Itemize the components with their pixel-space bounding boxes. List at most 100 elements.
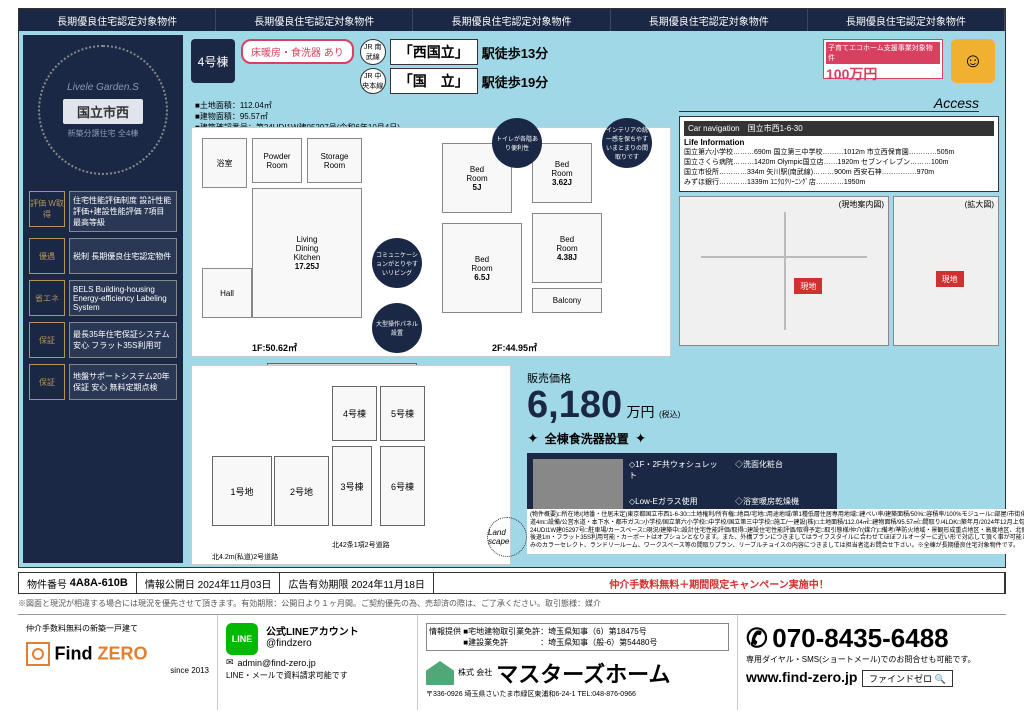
car-nav-title: Car navigation 国立市西1-6-30 <box>684 121 994 136</box>
walk-time: 駅徒歩19分 <box>482 72 548 91</box>
badge-category: 優遇 <box>29 238 65 274</box>
life-info-title: Life Information <box>684 138 994 147</box>
eco-subsidy-badge: 子育てエコホーム支援事業対象物件 100万円 <box>823 39 943 79</box>
badge-category: 保証 <box>29 322 65 358</box>
cert-item: 長期優良住宅認定対象物件 <box>413 9 610 31</box>
lot: 1号地 <box>212 456 272 526</box>
road-label-2: 北42条1項2号道路 <box>332 540 390 550</box>
expiry-date: 2024年11月18日 <box>351 576 425 591</box>
station-access: JR 南武線「西国立」駅徒歩13分 JR 中央本線「国 立」駅徒歩19分 <box>360 39 548 94</box>
floorplan-room: 浴室 <box>202 138 247 188</box>
floor-1-label: 1F:50.62㎡ <box>252 341 297 354</box>
floorplan-room: BedRoom4.38J <box>532 213 602 283</box>
line-column: LINE 公式LINEアカウント @findzero ✉ admin@find-… <box>218 615 418 710</box>
callout-bubble: インテリアの統一感を保ちやすいまとまりの間取りです <box>602 118 652 168</box>
life-info-line: 国立第六小学校………690m 国立第三中学校………1012m 市立西保育園………… <box>684 147 994 157</box>
life-info-line: 国立市役所…………334m 矢川駅(南武線)………900m 西安石神……………9… <box>684 167 994 177</box>
area-map: (現地案内図) 現地 <box>679 196 889 346</box>
badge-detail: 住宅性能評価制度 設計性能評価+建設性能評価 7項目 最高等級 <box>69 191 177 232</box>
feature-band: ✦ 全棟食洗器設置 ✦ <box>527 430 837 447</box>
floorplan-room: BedRoom3.62J <box>532 143 592 203</box>
life-information-box: Car navigation 国立市西1-6-30 Life Informati… <box>679 116 999 192</box>
page: 長期優良住宅認定対象物件長期優良住宅認定対象物件長期優良住宅認定対象物件長期優良… <box>0 0 1024 724</box>
location-name: 国立市西 <box>63 99 143 124</box>
price-area: 販売価格 6,180 万円 (税込) ✦ 全棟食洗器設置 ✦ ◇1F・2F共ウォ… <box>527 370 837 525</box>
publish-date: 2024年11月03日 <box>198 576 272 591</box>
badge-detail: BELS Building-housing Energy-efficiency … <box>69 280 177 316</box>
disclaimer-text: ※図面と現況が相違する場合には現況を優先させて頂きます。有効期限：公開日より１ヶ… <box>18 598 601 609</box>
company-column: 情報提供 ■宅地建物取引業免許：埼玉県知事（6）第18475号 情報提供 ■建設… <box>418 615 738 710</box>
unit-number-badge: 4号棟 <box>191 39 235 83</box>
equipment-item: ◇1F・2F共ウォシュレット <box>629 459 725 494</box>
lot: 4号棟 <box>332 386 377 441</box>
badge-row: 優遇税制 長期優良住宅認定物件 <box>29 238 177 274</box>
findzero-column: 仲介手数料無料の新築一戸建て Find ZERO since 2013 <box>18 615 218 710</box>
property-id-cell: 物件番号 4A8A-610B <box>19 573 137 593</box>
life-info-line: 国立さくら病院………1420m Olympic国立店……1920m セブンイレブ… <box>684 157 994 167</box>
lot: 2号地 <box>274 456 329 526</box>
findzero-since: since 2013 <box>26 666 209 675</box>
email-icon: ✉ <box>226 657 234 668</box>
badge-detail: 税制 長期優良住宅認定物件 <box>69 238 177 274</box>
floorplan-room: StorageRoom <box>307 138 362 183</box>
landscape-badge: Land scape <box>487 517 527 557</box>
price-value: 6,180 <box>527 384 622 426</box>
badge-category: 評価 W取得 <box>29 191 65 227</box>
floorplan-room: LivingDiningKitchen17.25J <box>252 188 362 318</box>
fine-print: (物件概要)□所在地/(地番・住居未定)東京都国立市西1-6-30□土地権利/所… <box>527 509 1024 554</box>
certification-strip: 長期優良住宅認定対象物件長期優良住宅認定対象物件長期優良住宅認定対象物件長期優良… <box>19 9 1005 31</box>
publish-date-cell: 情報公開日 2024年11月03日 <box>137 573 281 593</box>
badge-category: 保証 <box>29 364 65 400</box>
map-marker: 現地 <box>794 278 822 294</box>
access-panel: Access Car navigation 国立市西1-6-30 Life In… <box>679 95 999 346</box>
eco-title: 子育てエコホーム支援事業対象物件 <box>826 42 940 64</box>
feature-pill: 床暖房・食洗器 あり <box>241 39 354 64</box>
smile-icon: ☺ <box>951 39 995 83</box>
phone-number[interactable]: 070-8435-6488 <box>772 623 948 653</box>
campaign-notice: 仲介手数料無料＋期間限定キャンペーン実施中！ <box>434 573 1005 593</box>
walk-time: 駅徒歩13分 <box>482 43 548 62</box>
callout-bubble: トイレが各階あり便利性 <box>492 118 542 168</box>
badge-row: 評価 W取得住宅性能評価制度 設計性能評価+建設性能評価 7項目 最高等級 <box>29 191 177 232</box>
line-title: 公式LINEアカウント <box>266 623 359 638</box>
star-icon: ✦ <box>527 430 539 447</box>
phone-icon: ✆ <box>746 623 768 653</box>
findzero-tagline: 仲介手数料無料の新築一戸建て <box>26 623 209 634</box>
callout-bubble: コミュニケーションがとりやすいリビング <box>372 238 422 288</box>
website-url[interactable]: www.find-zero.jp <box>746 669 857 685</box>
price-tax: (税込) <box>659 410 680 419</box>
feature-text: 全棟食洗器設置 <box>545 430 629 447</box>
life-info-line: みずほ銀行…………1339m ﾕﾆｸﾛｸﾘｰﾆﾝｸﾞ店…………1950m <box>684 177 994 187</box>
phone-column: ✆ 070-8435-6488 専用ダイヤル・SMS(ショートメール)でのお問合… <box>738 615 1006 710</box>
findzero-logo-icon <box>26 642 50 666</box>
road-label-1: 北4.2m(私道)2号道路 <box>212 552 278 562</box>
floorplan-room: Balcony <box>532 288 602 313</box>
floorplan-room: BedRoom6.5J <box>442 223 522 313</box>
badge-row: 省エネBELS Building-housing Energy-efficien… <box>29 280 177 316</box>
company-prefix: 株式 会社 <box>458 669 492 677</box>
phone-note: 専用ダイヤル・SMS(ショートメール)でのお問合せも可能です。 <box>746 654 998 665</box>
station-name: 「国 立」 <box>390 68 478 94</box>
floor-plans: 1F:50.62㎡ 2F:44.95㎡ LivingDiningKitchen1… <box>191 127 671 357</box>
floorplan-room: Hall <box>202 268 252 318</box>
floor-2-label: 2F:44.95㎡ <box>492 341 537 354</box>
rail-line-badge: JR 中央本線 <box>360 68 386 94</box>
badge-row: 保証地盤サポートシステム20年保証 安心 無料定期点検 <box>29 364 177 400</box>
station-name: 「西国立」 <box>390 39 478 65</box>
badge-detail: 最長35年住宅保証システム 安心 フラット35S利用可 <box>69 322 177 358</box>
line-note: LINE・メールで資料請求可能です <box>226 670 409 681</box>
map-marker-zoom: 現地 <box>936 271 964 287</box>
company-address: 〒336-0926 埼玉県さいたま市緑区東浦和6-24-1 TEL:048-87… <box>426 689 729 699</box>
contact-email: admin@find-zero.jp <box>238 658 316 668</box>
star-icon: ✦ <box>635 430 647 447</box>
lot: 5号棟 <box>380 386 425 441</box>
property-id: 4A8A-610B <box>70 577 128 589</box>
expiry-date-cell: 広告有効期限 2024年11月18日 <box>280 573 434 593</box>
station-row: JR 南武線「西国立」駅徒歩13分 <box>360 39 548 65</box>
cert-item: 長期優良住宅認定対象物件 <box>611 9 808 31</box>
badge-detail: 地盤サポートシステム20年保証 安心 無料定期点検 <box>69 364 177 400</box>
main-content: 4号棟 床暖房・食洗器 あり JR 南武線「西国立」駅徒歩13分 JR 中央本線「… <box>187 35 1003 563</box>
license-box: 情報提供 ■宅地建物取引業免許：埼玉県知事（6）第18475号 情報提供 ■建設… <box>426 623 729 651</box>
line-icon: LINE <box>226 623 258 655</box>
zoom-map: (拡大図) 現地 <box>893 196 999 346</box>
